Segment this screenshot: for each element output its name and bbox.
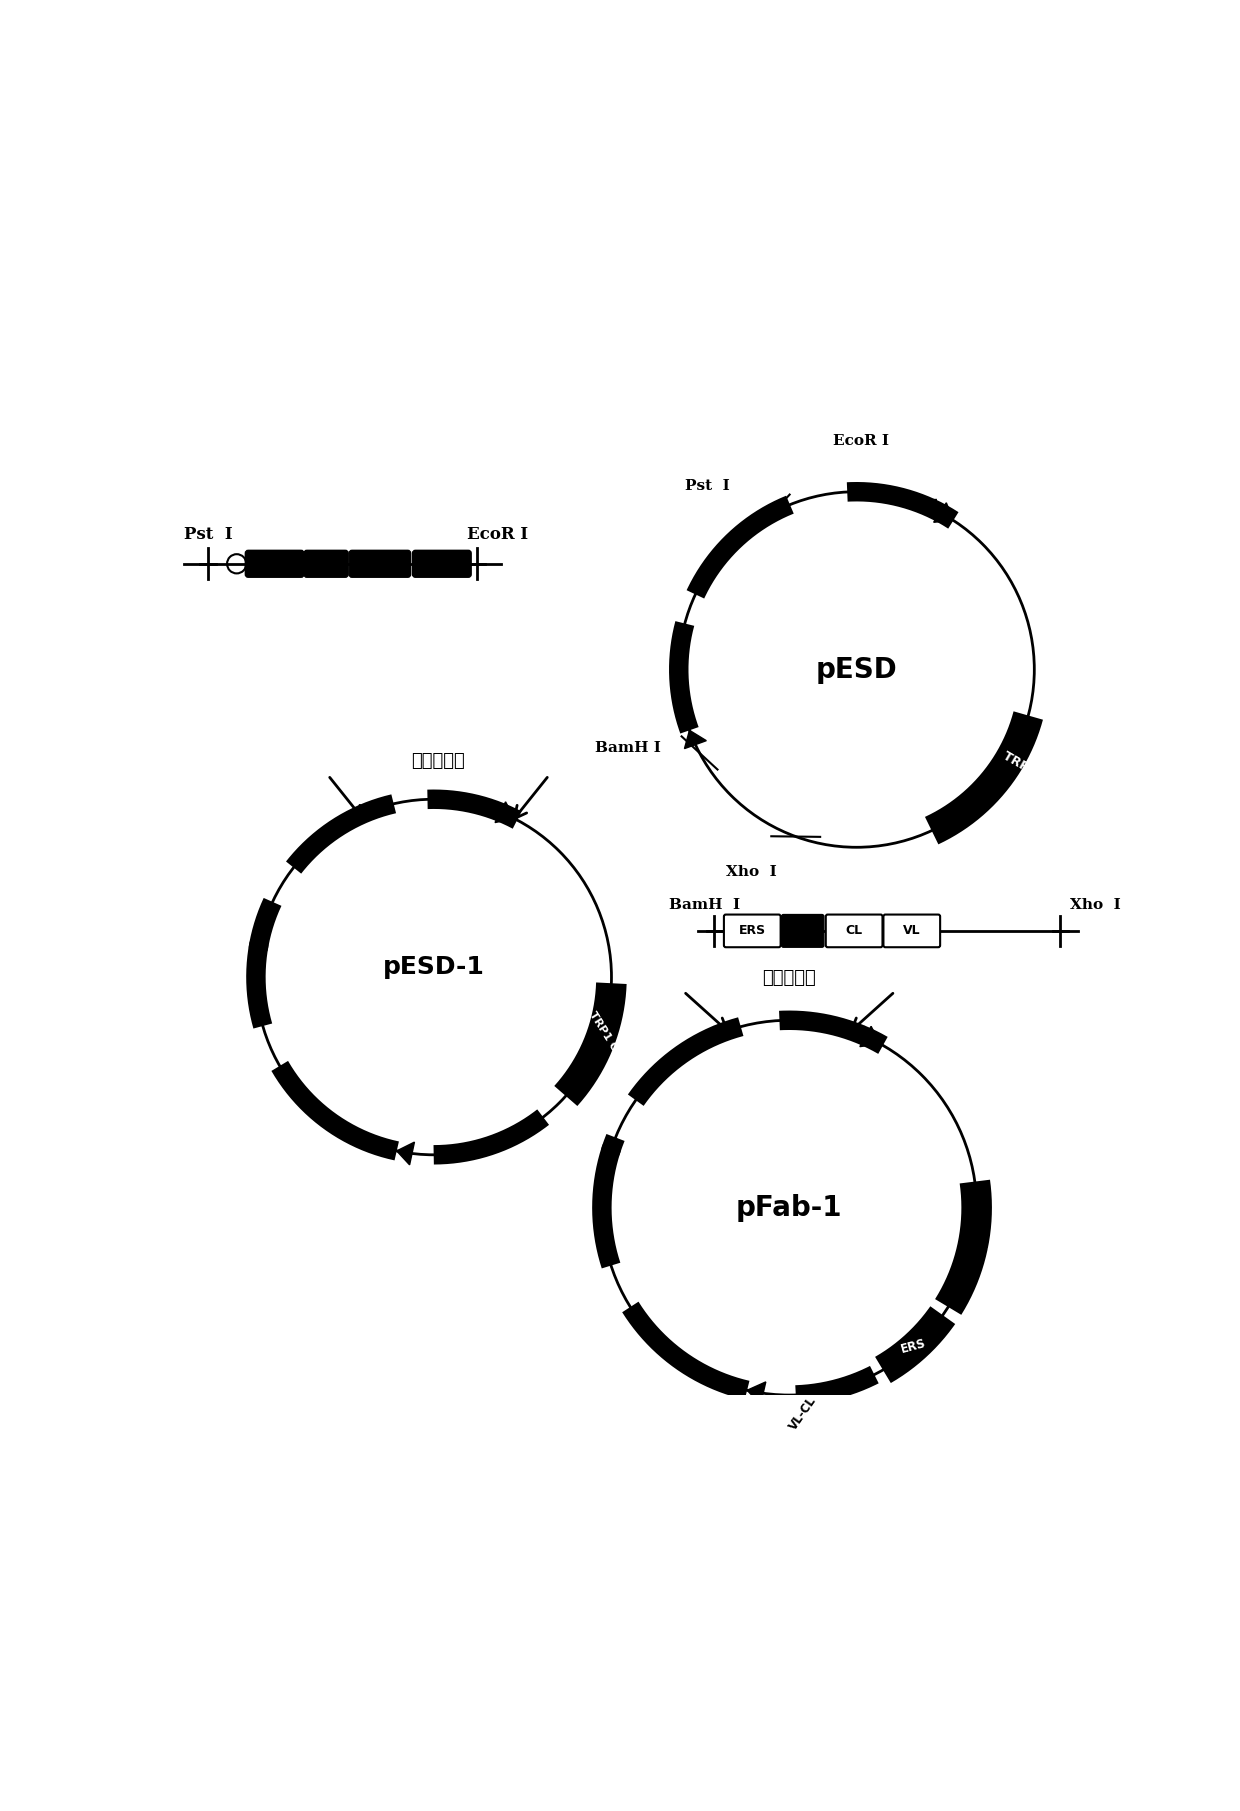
Text: Pst  I: Pst I [184,525,232,543]
Polygon shape [397,1143,414,1164]
Text: TRP1 ORF: TRP1 ORF [588,1011,629,1067]
FancyBboxPatch shape [304,551,348,578]
FancyBboxPatch shape [350,551,410,578]
Text: pESD: pESD [816,656,898,683]
Text: EcoR I: EcoR I [833,435,889,449]
Text: Xho  I: Xho I [1070,898,1121,911]
FancyBboxPatch shape [826,915,883,947]
Polygon shape [495,802,515,822]
FancyBboxPatch shape [724,915,781,947]
Text: Pst  I: Pst I [684,480,730,493]
FancyBboxPatch shape [781,915,823,947]
FancyBboxPatch shape [246,551,304,578]
FancyBboxPatch shape [883,915,940,947]
Text: BamH I: BamH I [595,741,661,755]
Text: Xho  I: Xho I [725,866,776,880]
Text: ERS: ERS [739,924,766,938]
Polygon shape [684,730,707,748]
FancyBboxPatch shape [413,551,471,578]
Text: EcoR I: EcoR I [467,525,528,543]
Text: TRP1 ORF: TRP1 ORF [982,1241,1030,1300]
Text: VL-CL: VL-CL [786,1394,818,1433]
Text: TRP1 ORF: TRP1 ORF [999,750,1066,795]
Polygon shape [748,1382,766,1405]
Polygon shape [934,503,954,522]
Text: pFab-1: pFab-1 [737,1193,842,1222]
Text: VL: VL [903,924,920,938]
Text: BamH  I: BamH I [670,898,740,911]
Text: ERS: ERS [899,1337,928,1356]
Text: CL: CL [846,924,863,938]
Text: 酒切，酒连: 酒切，酒连 [763,969,816,987]
Text: pESD-1: pESD-1 [383,956,485,980]
Polygon shape [859,1027,880,1047]
Text: 酒切，酒连: 酒切，酒连 [412,752,465,770]
